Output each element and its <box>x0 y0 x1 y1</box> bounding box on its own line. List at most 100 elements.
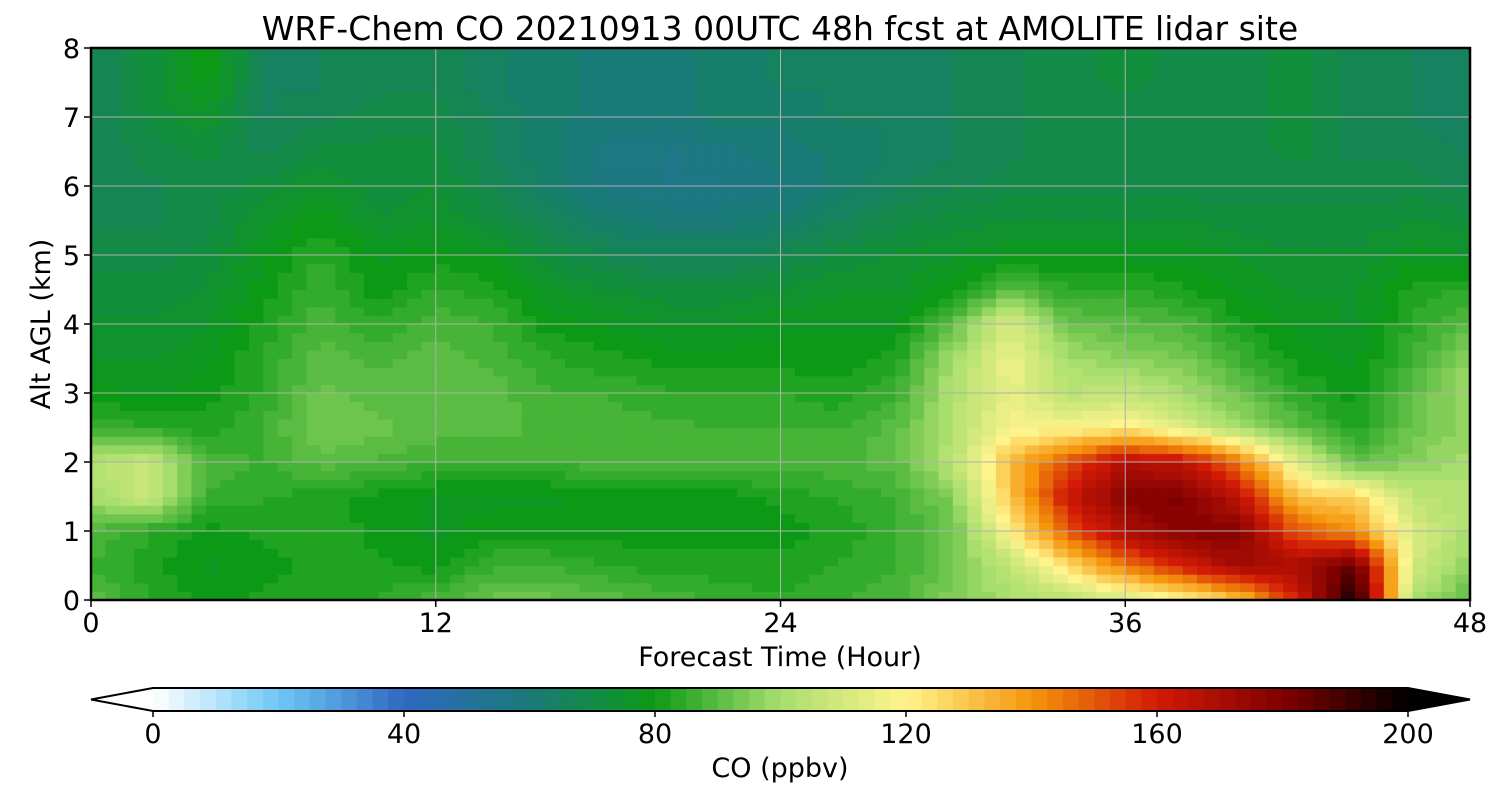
heatmap-cell <box>177 548 193 558</box>
heatmap-cell <box>177 470 193 480</box>
heatmap-cell <box>938 332 954 342</box>
heatmap-cell <box>737 582 753 592</box>
heatmap-cell <box>1225 436 1241 446</box>
heatmap-cell <box>1139 427 1155 437</box>
heatmap-cell <box>306 186 322 196</box>
heatmap-cell <box>1268 306 1284 316</box>
heatmap-cell <box>435 255 451 265</box>
heatmap-cell <box>1024 367 1040 377</box>
heatmap-cell <box>507 401 523 411</box>
heatmap-cell <box>1225 591 1241 601</box>
heatmap-cell <box>292 436 308 446</box>
heatmap-cell <box>1197 203 1213 213</box>
heatmap-cell <box>1211 505 1227 515</box>
heatmap-cell <box>694 229 710 239</box>
heatmap-cell <box>450 151 466 161</box>
heatmap-cell <box>952 384 968 394</box>
heatmap-cell <box>1355 401 1371 411</box>
heatmap-cell <box>148 427 164 437</box>
heatmap-cell <box>407 341 422 351</box>
heatmap-cell <box>1340 410 1356 420</box>
heatmap-cell <box>407 298 422 308</box>
heatmap-cell <box>1254 582 1270 592</box>
heatmap-cell <box>1024 556 1040 567</box>
heatmap-cell <box>924 298 940 308</box>
heatmap-cell <box>191 470 207 480</box>
heatmap-cell <box>1125 444 1141 454</box>
heatmap-cell <box>837 168 853 178</box>
heatmap-cell <box>507 332 523 342</box>
heatmap-cell <box>407 453 422 463</box>
heatmap-cell <box>967 470 983 480</box>
heatmap-cell <box>1182 393 1198 403</box>
heatmap-cell <box>1311 341 1327 351</box>
heatmap-cell <box>306 220 322 230</box>
heatmap-cell <box>191 556 207 567</box>
heatmap-cell <box>191 263 207 273</box>
heatmap-cell <box>435 151 451 161</box>
heatmap-cell <box>205 513 221 523</box>
heatmap-cell <box>1067 539 1083 549</box>
heatmap-cell <box>1283 324 1299 334</box>
heatmap-cell <box>464 237 480 247</box>
heatmap-cell <box>881 349 897 360</box>
heatmap-cell <box>119 298 135 308</box>
heatmap-cell <box>794 263 810 273</box>
heatmap-cell <box>234 410 250 420</box>
heatmap-cell <box>866 401 882 411</box>
heatmap-cell <box>852 496 868 506</box>
heatmap-cell <box>1039 496 1055 506</box>
heatmap-cell <box>837 332 853 342</box>
heatmap-cell <box>1067 229 1083 239</box>
heatmap-cell <box>1297 487 1313 498</box>
heatmap-cell <box>780 548 796 558</box>
heatmap-cell <box>1254 315 1270 325</box>
heatmap-cell <box>909 211 925 222</box>
heatmap-cell <box>895 367 911 377</box>
heatmap-cell <box>766 367 782 377</box>
heatmap-cell <box>1211 211 1227 222</box>
heatmap-cell <box>349 539 365 549</box>
heatmap-cell <box>119 462 135 472</box>
heatmap-cell <box>507 556 523 567</box>
heatmap-cell <box>320 401 336 411</box>
heatmap-cell <box>1268 487 1284 498</box>
heatmap-cell <box>995 272 1011 282</box>
heatmap-cell <box>708 427 724 437</box>
heatmap-cell <box>852 272 868 282</box>
heatmap-cell <box>794 410 810 420</box>
heatmap-cell <box>421 229 437 239</box>
heatmap-cell <box>119 237 135 247</box>
heatmap-cell <box>1211 487 1227 498</box>
heatmap-cell <box>1441 505 1457 515</box>
heatmap-cell <box>995 496 1011 506</box>
heatmap-cell <box>392 220 408 230</box>
heatmap-cell <box>1240 427 1256 437</box>
heatmap-cell <box>737 393 753 403</box>
heatmap-cell <box>392 556 408 567</box>
heatmap-cell <box>1412 263 1428 273</box>
heatmap-cell <box>593 487 609 498</box>
heatmap-cell <box>1053 531 1069 541</box>
heatmap-cell <box>1039 444 1055 454</box>
heatmap-cell <box>981 582 997 592</box>
heatmap-cell <box>435 462 451 472</box>
heatmap-cell <box>1398 237 1414 247</box>
heatmap-cell <box>1355 177 1371 187</box>
heatmap-cell <box>780 237 796 247</box>
heatmap-cell <box>1326 505 1342 515</box>
heatmap-cell <box>1455 375 1471 385</box>
heatmap-cell <box>967 410 983 420</box>
heatmap-cell <box>1369 298 1385 308</box>
heatmap-cell <box>1024 427 1040 437</box>
heatmap-cell <box>220 160 236 170</box>
heatmap-cell <box>708 539 724 549</box>
heatmap-cell <box>924 263 940 273</box>
heatmap-cell <box>1240 349 1256 360</box>
heatmap-cell <box>335 263 351 273</box>
heatmap-cell <box>938 487 954 498</box>
heatmap-cell <box>1311 548 1327 558</box>
heatmap-cell <box>507 375 523 385</box>
heatmap-cell <box>1153 263 1169 273</box>
heatmap-cell <box>608 160 624 170</box>
